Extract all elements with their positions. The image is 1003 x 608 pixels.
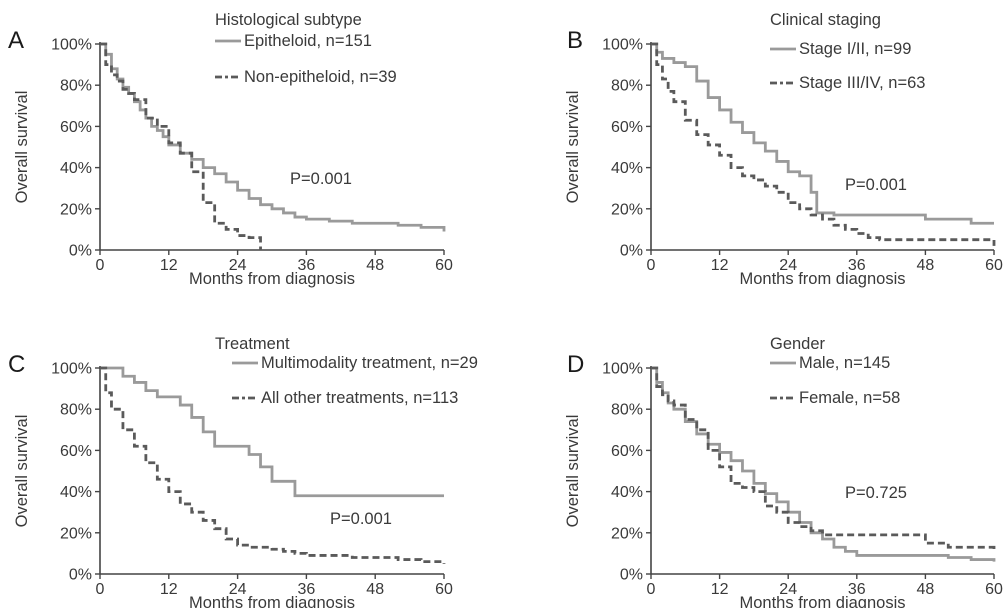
x-tick-label: 24 xyxy=(229,581,247,598)
x-tick-label: 0 xyxy=(96,257,105,274)
survival-curve-dashed xyxy=(651,42,996,246)
y-tick-label: 20% xyxy=(60,525,92,542)
y-axis-title: Overall survival xyxy=(564,91,582,204)
x-tick-label: 60 xyxy=(985,581,1003,598)
panel-title: Gender xyxy=(770,335,826,353)
y-tick-label: 80% xyxy=(611,78,643,95)
p-value: P=0.725 xyxy=(845,484,907,502)
x-tick-label: 60 xyxy=(435,581,453,598)
panel-letter: C xyxy=(8,351,25,378)
p-value: P=0.001 xyxy=(330,510,392,528)
y-tick-label: 60% xyxy=(60,443,92,460)
y-tick-label: 60% xyxy=(611,119,643,136)
panel-title: Treatment xyxy=(215,335,290,353)
x-tick-label: 36 xyxy=(848,581,866,598)
p-value: P=0.001 xyxy=(290,170,352,188)
x-axis-title: Months from diagnosis xyxy=(189,270,355,288)
y-tick-label: 80% xyxy=(60,402,92,419)
x-tick-label: 24 xyxy=(779,581,797,598)
y-tick-label: 20% xyxy=(611,201,643,218)
x-tick-label: 12 xyxy=(711,581,729,598)
x-tick-label: 12 xyxy=(711,257,729,274)
y-tick-label: 100% xyxy=(51,37,92,54)
y-tick-label: 100% xyxy=(602,361,643,378)
x-tick-label: 48 xyxy=(917,581,935,598)
legend-label: Non-epitheloid, n=39 xyxy=(244,68,397,86)
x-tick-label: 24 xyxy=(779,257,797,274)
x-axis-title: Months from diagnosis xyxy=(740,594,906,608)
y-tick-label: 40% xyxy=(611,160,643,177)
legend-label: Stage I/II, n=99 xyxy=(799,40,911,58)
y-tick-label: 40% xyxy=(60,160,92,177)
survival-curve-solid xyxy=(651,42,994,225)
panel-letter: B xyxy=(567,27,583,54)
panel-d: D Gender 0% 20% 40% 60% 80% 100% 0 12 24 36 48 60 Mont… xyxy=(564,335,1003,608)
panel-b: B Clinical staging 0% 20% 40% 60% 80% 100% 0 12 24… xyxy=(564,11,1003,288)
y-tick-label: 80% xyxy=(611,402,643,419)
y-axis-title: Overall survival xyxy=(13,415,31,528)
x-tick-label: 12 xyxy=(160,581,178,598)
x-tick-label: 48 xyxy=(366,257,384,274)
x-tick-label: 36 xyxy=(848,257,866,274)
survival-curve-dashed xyxy=(651,366,996,550)
panel-a: A Histological subtype 0% 20% 40% 60% 80% 100% 0… xyxy=(8,11,453,288)
y-tick-label: 80% xyxy=(60,78,92,95)
survival-curve-dashed xyxy=(100,366,446,564)
legend-label: Epitheloid, n=151 xyxy=(244,32,372,50)
panel-letter: A xyxy=(8,27,24,54)
legend-label: Multimodality treatment, n=29 xyxy=(261,354,478,372)
y-axis-title: Overall survival xyxy=(13,91,31,204)
x-tick-label: 0 xyxy=(96,581,105,598)
legend-label: Male, n=145 xyxy=(799,354,890,372)
y-tick-label: 0% xyxy=(620,567,643,584)
legend-label: Female, n=58 xyxy=(799,389,900,407)
y-tick-label: 0% xyxy=(69,567,92,584)
x-axis-title: Months from diagnosis xyxy=(740,270,906,288)
y-tick-label: 40% xyxy=(611,484,643,501)
survival-curve-solid xyxy=(100,366,444,498)
x-tick-label: 48 xyxy=(366,581,384,598)
survival-curve-solid xyxy=(651,366,996,562)
x-axis-title: Months from diagnosis xyxy=(189,594,355,608)
y-tick-label: 100% xyxy=(51,361,92,378)
x-tick-label: 60 xyxy=(985,257,1003,274)
x-tick-label: 48 xyxy=(917,257,935,274)
y-tick-label: 0% xyxy=(69,243,92,260)
survival-curve-dashed xyxy=(100,42,262,250)
y-tick-label: 20% xyxy=(611,525,643,542)
x-tick-label: 12 xyxy=(160,257,178,274)
y-tick-label: 60% xyxy=(611,443,643,460)
y-tick-label: 60% xyxy=(60,119,92,136)
p-value: P=0.001 xyxy=(845,176,907,194)
panel-title: Histological subtype xyxy=(215,11,362,29)
y-tick-label: 20% xyxy=(60,201,92,218)
x-tick-label: 24 xyxy=(229,257,247,274)
panel-c: C Treatment 0% 20% 40% 60% 80% 100% 0 12 24 36 48 60 M… xyxy=(8,335,478,608)
panel-letter: D xyxy=(567,351,584,378)
x-tick-label: 0 xyxy=(647,257,656,274)
x-tick-label: 0 xyxy=(647,581,656,598)
x-tick-label: 36 xyxy=(298,257,316,274)
panel-title: Clinical staging xyxy=(770,11,881,29)
y-tick-label: 100% xyxy=(602,37,643,54)
x-tick-label: 36 xyxy=(298,581,316,598)
legend-label: All other treatments, n=113 xyxy=(261,389,458,407)
y-axis-title: Overall survival xyxy=(564,415,582,528)
legend-label: Stage III/IV, n=63 xyxy=(799,74,925,92)
x-tick-label: 60 xyxy=(435,257,453,274)
y-tick-label: 0% xyxy=(620,243,643,260)
y-tick-label: 40% xyxy=(60,484,92,501)
